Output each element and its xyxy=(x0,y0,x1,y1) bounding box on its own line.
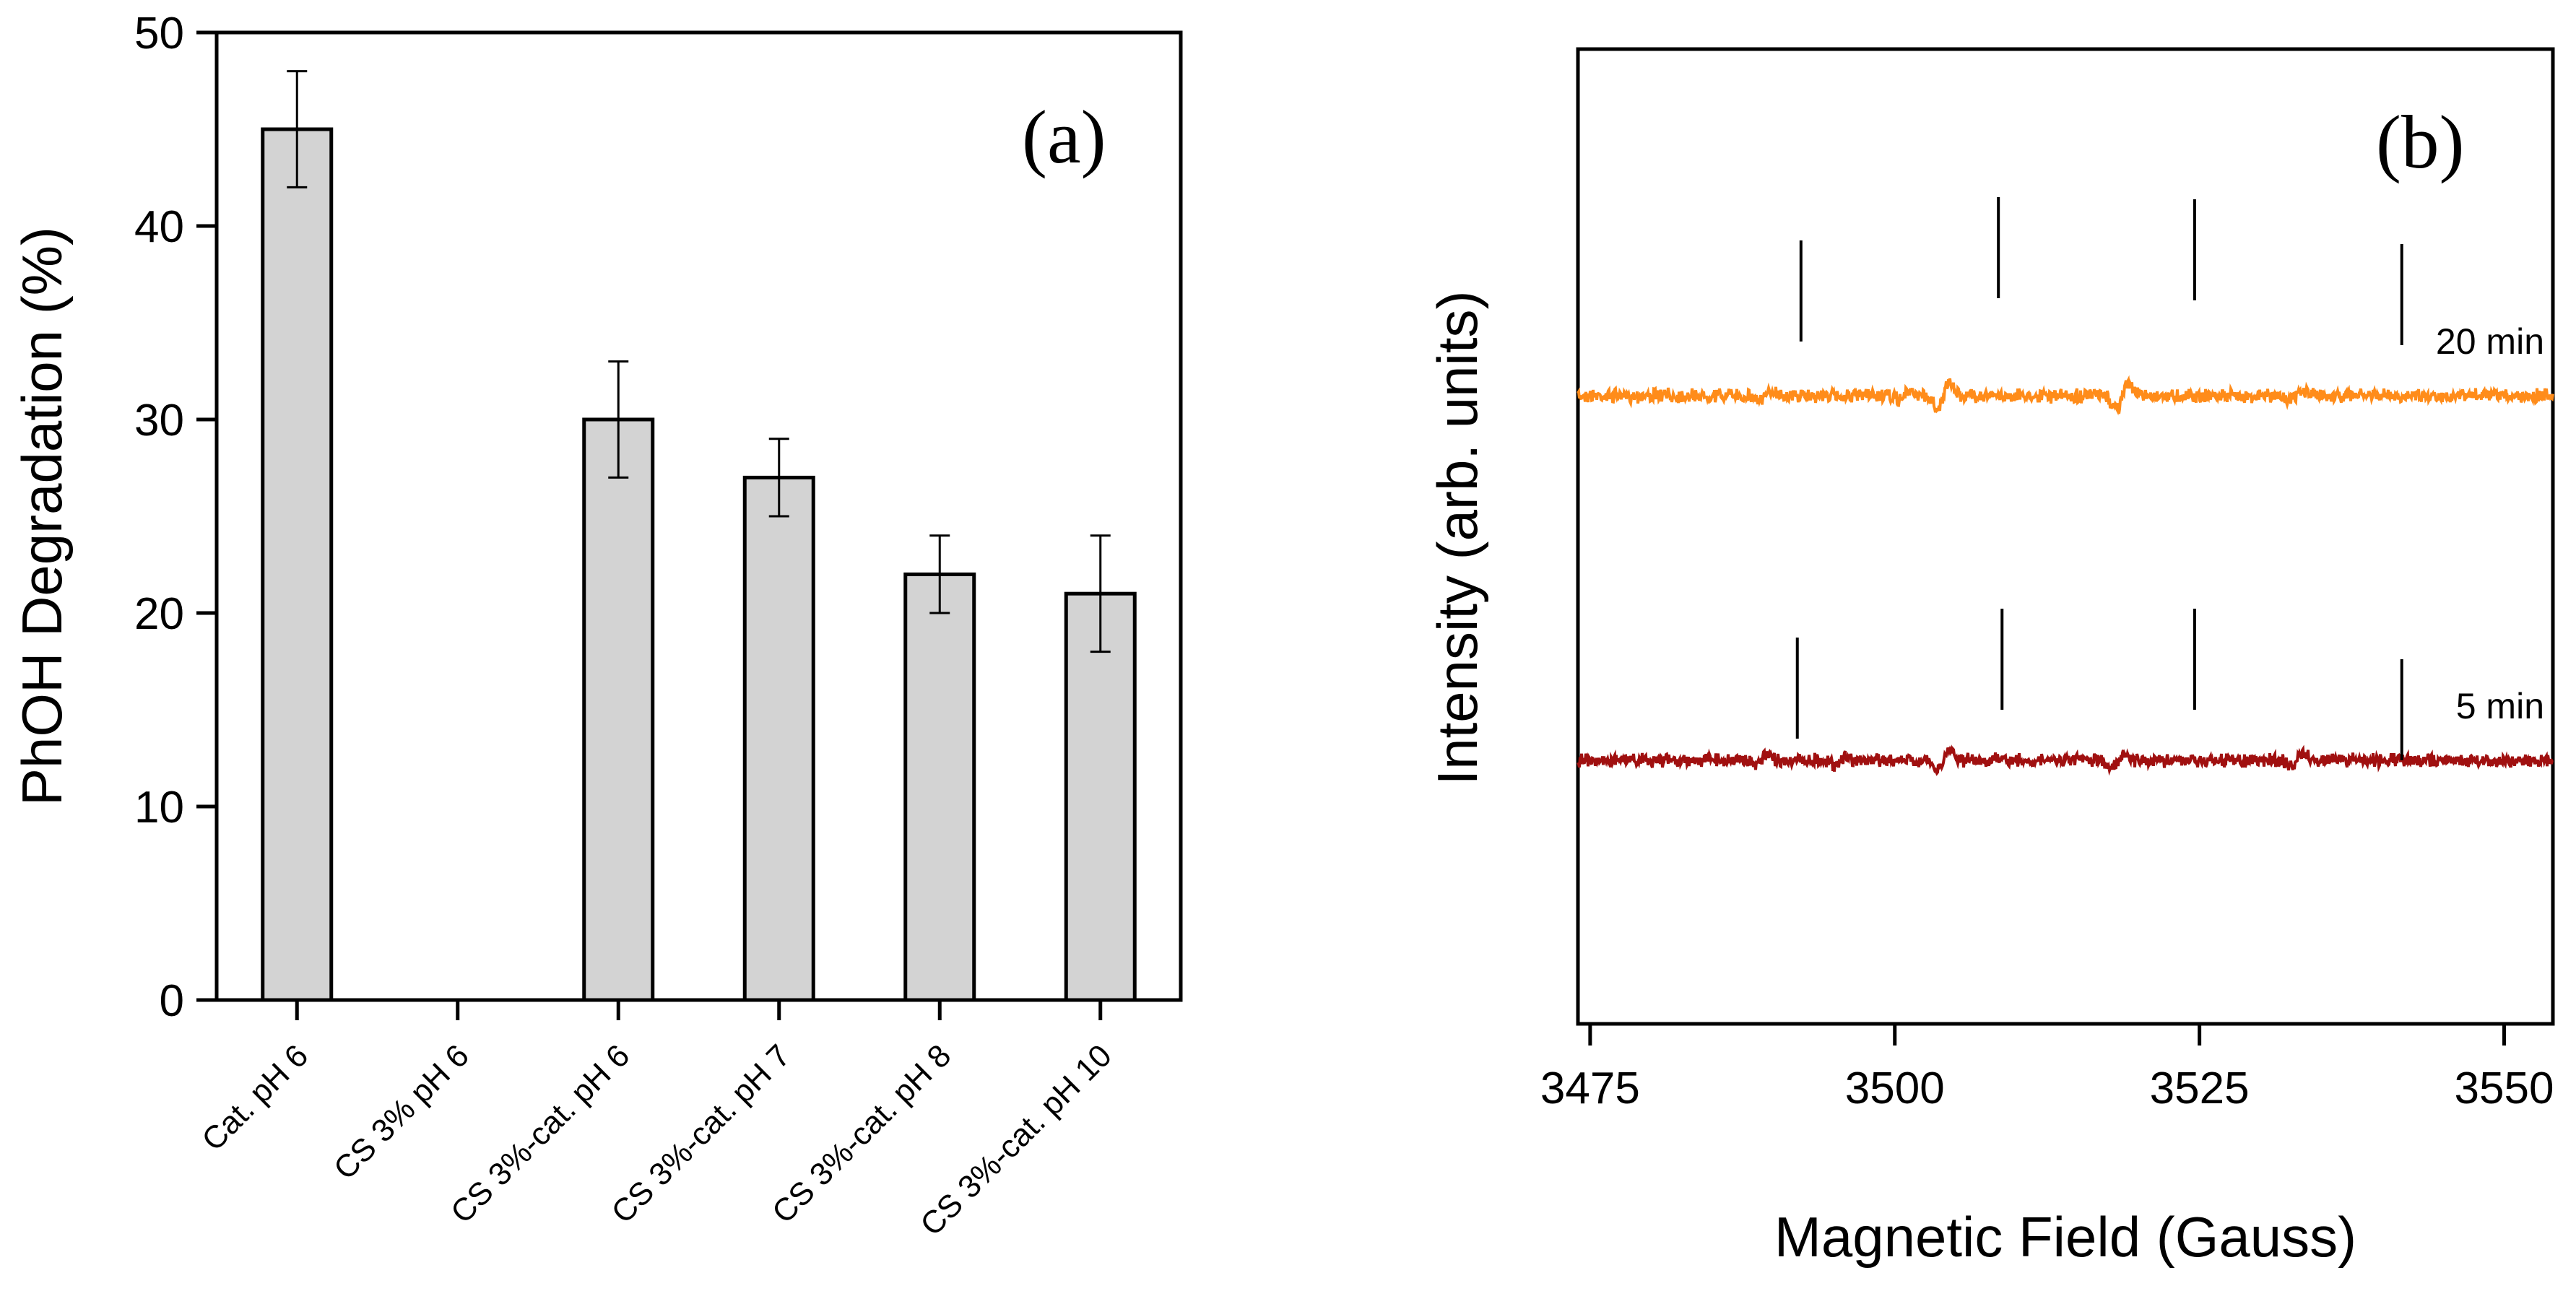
series-label: 20 min xyxy=(2436,321,2544,362)
x-tick-label-a: Cat. pH 6 xyxy=(195,1038,315,1157)
bar-series xyxy=(261,70,1137,1002)
x-tick-label-b: 3525 xyxy=(2150,1064,2250,1113)
x-tick-label-b: 3500 xyxy=(1845,1064,1945,1113)
x-tick-label-a: CS 3%-cat. pH 8 xyxy=(766,1038,958,1230)
x-tick-label-a: CS 3%-cat. pH 7 xyxy=(604,1038,797,1230)
x-tick-label-b: 3550 xyxy=(2455,1064,2554,1113)
y-tick-label-a: 50 xyxy=(134,9,184,58)
y-tick-label-a: 30 xyxy=(134,396,184,445)
y-axis-label-b: Intensity (arb. units) xyxy=(1426,291,1489,786)
series-label: 5 min xyxy=(2456,686,2544,726)
plot-frame-b xyxy=(1576,47,2555,1026)
plot-frame-a xyxy=(214,30,1183,1002)
bar xyxy=(261,127,334,1002)
y-tick-label-a: 40 xyxy=(134,202,184,252)
bar xyxy=(1064,591,1137,1002)
bar xyxy=(582,417,655,1002)
panel-label-b: (b) xyxy=(2376,100,2464,184)
x-tick-label-b: 3475 xyxy=(1540,1064,1640,1113)
x-axis-label-b: Magnetic Field (Gauss) xyxy=(1774,1205,2356,1269)
y-tick-label-a: 0 xyxy=(160,976,184,1026)
spectrum-series: 20 min 5 min xyxy=(1577,197,2554,776)
x-axis-a: Cat. pH 6 CS 3% pH 6CS 3%-cat. pH 6CS 3%-… xyxy=(195,1000,1119,1243)
bar xyxy=(742,475,815,1002)
spectrum-panel: 3475 3500 3525 3550 20 min 5 min Magnetic Fi… xyxy=(1426,47,2555,1269)
bar xyxy=(903,572,976,1002)
y-tick-label-a: 10 xyxy=(134,783,184,833)
y-axis-a: 0 10 20 30 40 50 xyxy=(134,9,217,1026)
x-tick-label-a: CS 3% pH 6 xyxy=(327,1038,476,1186)
x-tick-label-a: CS 3%-cat. pH 6 xyxy=(444,1038,636,1230)
y-axis-label-a: PhOH Degradation (%) xyxy=(10,227,74,806)
y-tick-label-a: 20 xyxy=(134,589,184,639)
x-axis-b: 3475 3500 3525 3550 xyxy=(1540,1024,2554,1113)
spectrum-line xyxy=(1577,375,2554,416)
panel-label-a: (a) xyxy=(1022,95,1106,179)
spectrum-line xyxy=(1577,744,2554,776)
